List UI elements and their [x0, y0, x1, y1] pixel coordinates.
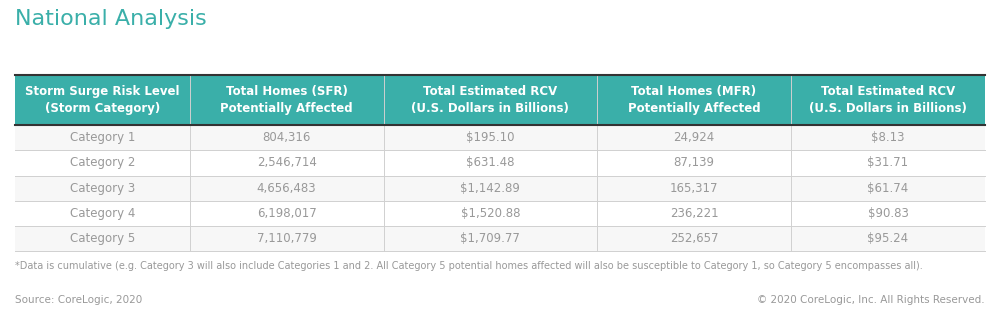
- Text: $8.13: $8.13: [871, 131, 905, 144]
- Text: 252,657: 252,657: [670, 232, 718, 245]
- Text: Category 5: Category 5: [70, 232, 135, 245]
- Text: $1,520.88: $1,520.88: [461, 207, 520, 220]
- Text: Total Estimated RCV
(U.S. Dollars in Billions): Total Estimated RCV (U.S. Dollars in Bil…: [411, 85, 569, 115]
- Text: 236,221: 236,221: [670, 207, 718, 220]
- Text: *Data is cumulative (e.g. Category 3 will also include Categories 1 and 2. All C: *Data is cumulative (e.g. Category 3 wil…: [15, 261, 923, 271]
- Text: 2,546,714: 2,546,714: [257, 156, 317, 169]
- Text: 6,198,017: 6,198,017: [257, 207, 316, 220]
- Text: 24,924: 24,924: [673, 131, 715, 144]
- Text: 4,656,483: 4,656,483: [257, 182, 316, 195]
- Text: $90.83: $90.83: [868, 207, 908, 220]
- Text: Category 1: Category 1: [70, 131, 135, 144]
- Text: Category 4: Category 4: [70, 207, 135, 220]
- Text: Category 2: Category 2: [70, 156, 135, 169]
- Text: 165,317: 165,317: [670, 182, 718, 195]
- Text: Total Homes (SFR)
Potentially Affected: Total Homes (SFR) Potentially Affected: [220, 85, 353, 115]
- Text: 804,316: 804,316: [262, 131, 311, 144]
- Text: 7,110,779: 7,110,779: [257, 232, 317, 245]
- Text: $95.24: $95.24: [867, 232, 909, 245]
- Text: © 2020 CoreLogic, Inc. All Rights Reserved.: © 2020 CoreLogic, Inc. All Rights Reserv…: [757, 295, 985, 305]
- Text: Source: CoreLogic, 2020: Source: CoreLogic, 2020: [15, 295, 142, 305]
- Text: Storm Surge Risk Level
(Storm Category): Storm Surge Risk Level (Storm Category): [25, 85, 180, 115]
- Text: $195.10: $195.10: [466, 131, 515, 144]
- Text: National Analysis: National Analysis: [15, 9, 207, 29]
- Text: $31.71: $31.71: [867, 156, 909, 169]
- Text: Total Estimated RCV
(U.S. Dollars in Billions): Total Estimated RCV (U.S. Dollars in Bil…: [809, 85, 967, 115]
- Text: $61.74: $61.74: [867, 182, 909, 195]
- Text: $631.48: $631.48: [466, 156, 515, 169]
- Text: $1,142.89: $1,142.89: [460, 182, 520, 195]
- Text: Total Homes (MFR)
Potentially Affected: Total Homes (MFR) Potentially Affected: [628, 85, 760, 115]
- Text: 87,139: 87,139: [674, 156, 714, 169]
- Text: Category 3: Category 3: [70, 182, 135, 195]
- Text: $1,709.77: $1,709.77: [460, 232, 520, 245]
